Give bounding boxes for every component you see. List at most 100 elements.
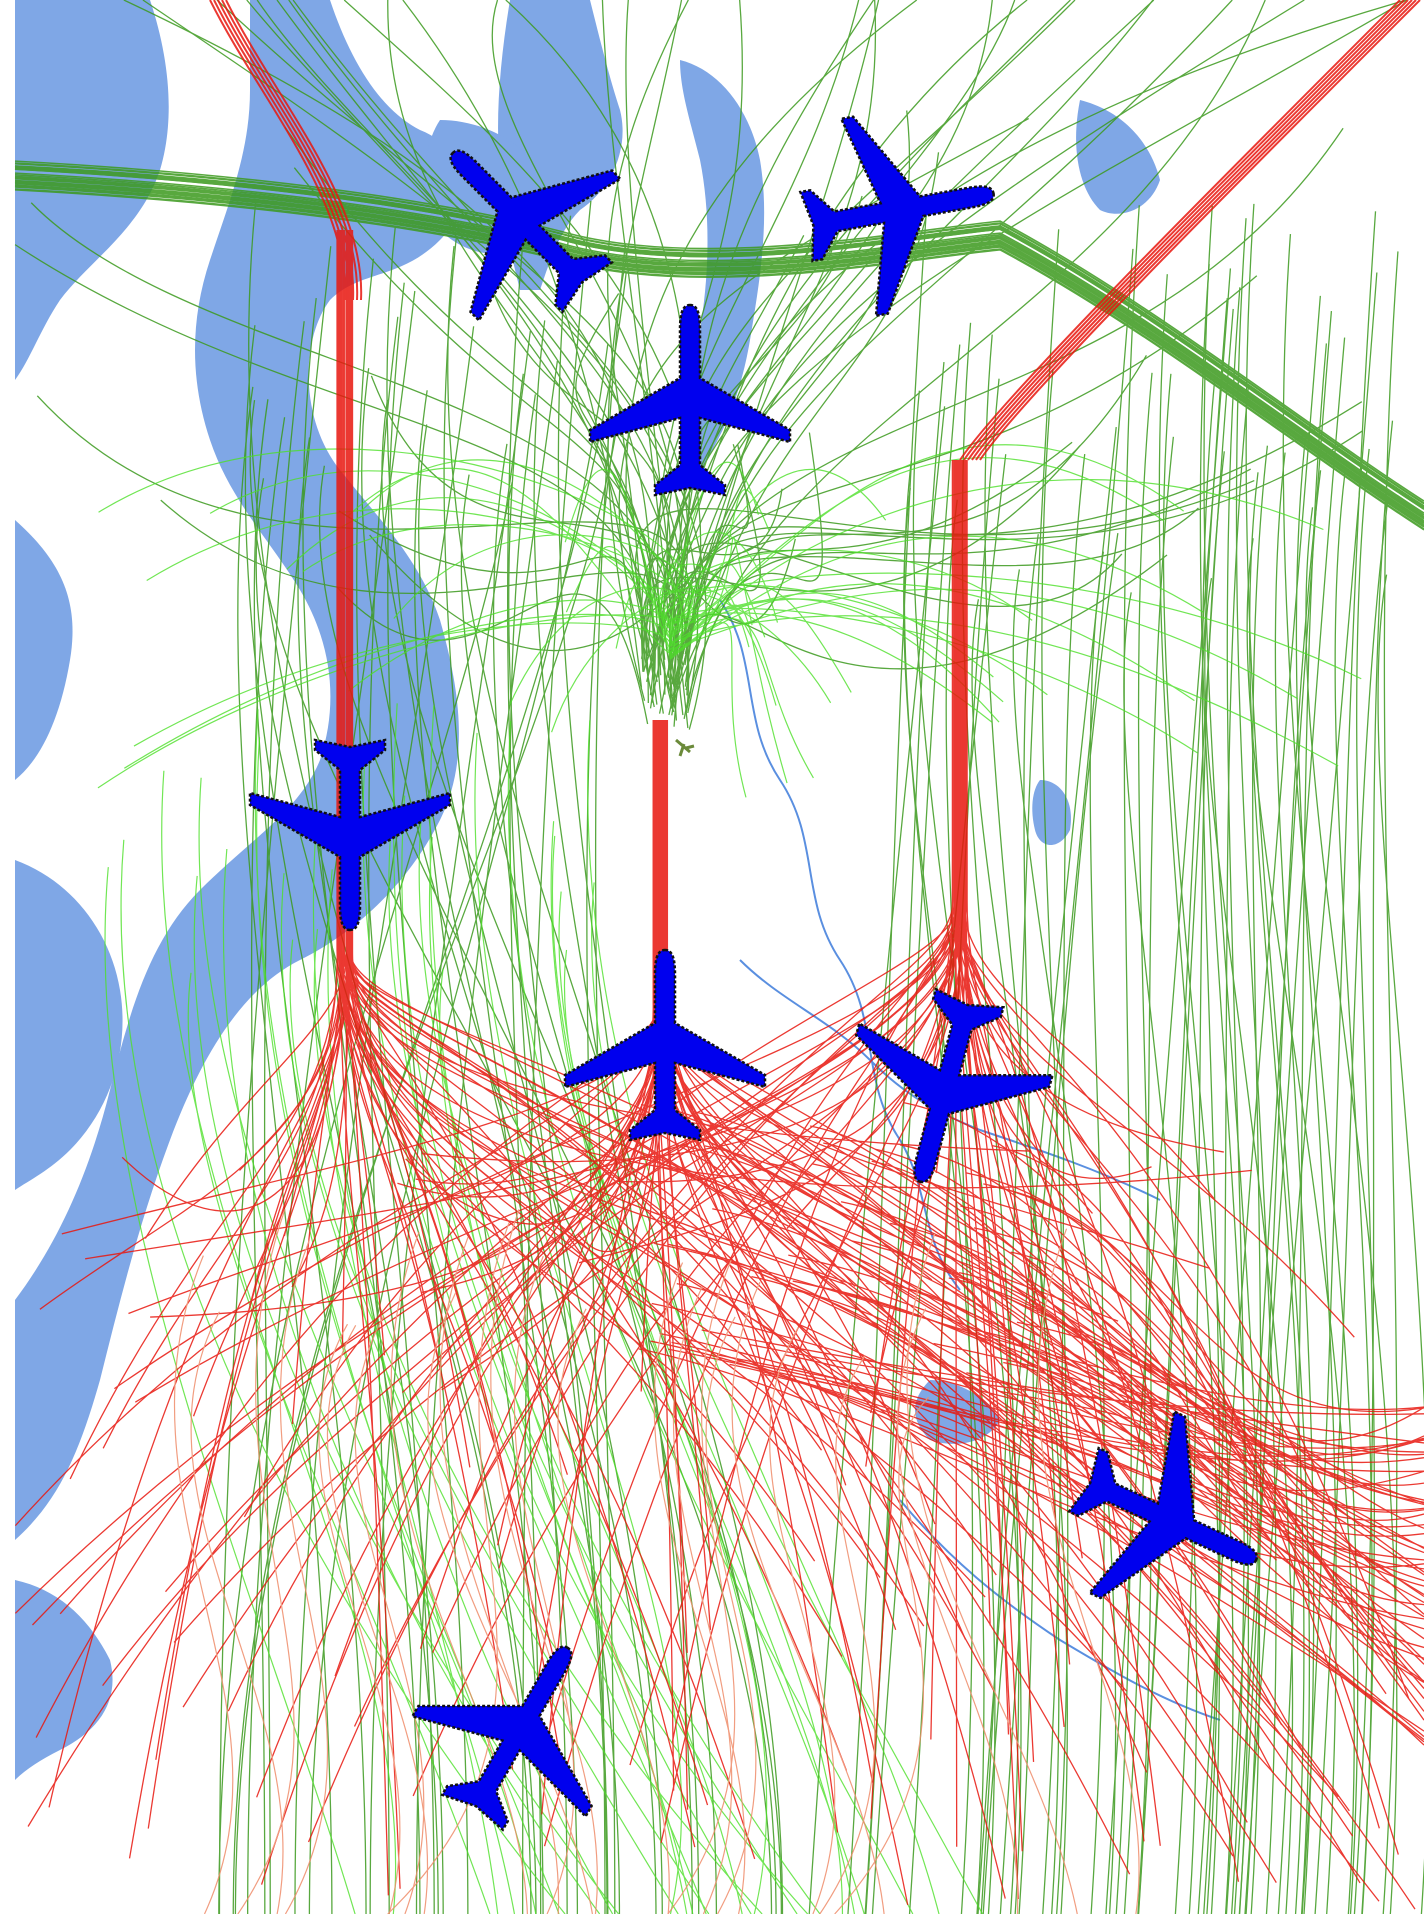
- flight-track: [991, 1144, 1424, 1682]
- flight-track: [666, 0, 1076, 653]
- flight-track: [1003, 1361, 1424, 1630]
- flight-track: [393, 534, 694, 626]
- flight-track: [307, 460, 954, 1843]
- flight-track: [971, 0, 1413, 461]
- flight-track: [693, 1111, 1424, 1598]
- flight-track: [217, 0, 355, 301]
- flight-track: [279, 1239, 328, 1914]
- flight-track: [123, 613, 671, 769]
- flight-track: [1123, 436, 1175, 1914]
- flight-track: [959, 0, 1401, 461]
- flight-track: [209, 0, 347, 301]
- flight-track: [660, 531, 779, 634]
- flight-track: [669, 583, 1195, 702]
- flight-track: [933, 1342, 1424, 1550]
- flight-track: [387, 282, 469, 1914]
- flight-track: [288, 0, 684, 716]
- flight-track: [254, 709, 516, 1914]
- flight-track: [418, 424, 663, 1914]
- flight-track: [792, 1280, 1424, 1453]
- flight-track: [638, 1348, 1424, 1620]
- flight-track: [276, 0, 649, 704]
- flight-track: [587, 720, 940, 1914]
- flight-track: [669, 444, 1184, 635]
- flight-track: [625, 0, 918, 683]
- flight-track: [142, 0, 699, 713]
- flight-track: [128, 230, 348, 1859]
- flight-track: [975, 0, 1417, 461]
- flight-track: [550, 821, 865, 1914]
- flight-track: [999, 533, 1119, 1914]
- flight-track: [1244, 272, 1378, 1914]
- flight-track: [390, 1231, 528, 1914]
- flight-track: [667, 1243, 1424, 1528]
- flight-track: [1245, 203, 1311, 1914]
- flight-track: [669, 457, 1165, 639]
- flight-track: [671, 1341, 1424, 1732]
- flight-track: [349, 230, 439, 1359]
- flight-track: [381, 399, 777, 1914]
- flight-track: [669, 536, 753, 656]
- flight-track: [427, 1292, 594, 1914]
- flight-track: [1012, 569, 1117, 1914]
- flight-track: [565, 546, 671, 622]
- flight-track: [690, 1249, 1424, 1738]
- water-body-west-arm: [15, 860, 123, 1190]
- flight-track: [14, 460, 957, 1614]
- airport-marker: [675, 738, 695, 757]
- flight-track: [1301, 211, 1377, 1914]
- flight-track: [672, 1286, 733, 1914]
- flight-track: [651, 1302, 1424, 1449]
- flight-track: [474, 732, 683, 1914]
- flight-track: [823, 1142, 1424, 1522]
- flight-track: [327, 869, 614, 1914]
- flight-track: [615, 578, 671, 650]
- flight-track: [557, 1308, 670, 1914]
- flight-track: [387, 1222, 510, 1914]
- flight-track: [421, 460, 958, 1163]
- flight-track: [751, 1276, 1424, 1741]
- flight-track: [834, 1396, 930, 1914]
- flight-track: [973, 1227, 1424, 1615]
- flight-track: [669, 562, 766, 639]
- river-south: [899, 1499, 1221, 1721]
- flight-track: [643, 127, 1344, 672]
- water-body-west-lower: [15, 520, 73, 780]
- flight-track: [1282, 233, 1359, 1914]
- flight-track: [173, 1255, 234, 1914]
- flight-track: [1248, 472, 1305, 1914]
- flight-track: [97, 614, 683, 789]
- water-body-northeast: [1076, 100, 1160, 214]
- flight-track: [1137, 298, 1228, 1914]
- flight-track: [173, 460, 966, 1643]
- flight-track: [31, 460, 963, 1626]
- flight-track: [676, 0, 1071, 716]
- flight-track: [677, 0, 1233, 676]
- flight-track: [280, 873, 679, 1914]
- flight-track: [237, 1208, 295, 1914]
- flight-track: [983, 1183, 1424, 1413]
- flight-track: [247, 290, 416, 1914]
- flight-track: [508, 373, 609, 1914]
- flight-track: [360, 459, 683, 637]
- flight-track: [346, 467, 671, 655]
- flight-track: [1238, 470, 1322, 1914]
- flight-track: [490, 1209, 598, 1914]
- flight-track: [218, 246, 332, 1914]
- flight-track: [875, 1148, 1424, 1456]
- flight-track: [1233, 337, 1346, 1914]
- flight-track: [302, 297, 421, 1914]
- flight-track: [544, 460, 959, 1744]
- flight-track: [871, 1160, 1424, 1442]
- flight-track: [286, 497, 672, 632]
- flight-track: [429, 705, 752, 1914]
- flight-track: [716, 1354, 1424, 1665]
- flight-track: [906, 1233, 1078, 1914]
- flight-track: [662, 572, 1362, 680]
- flight-track: [543, 460, 954, 1847]
- flight-track: [59, 460, 967, 1615]
- flight-track: [669, 588, 1298, 700]
- flight-track: [312, 814, 499, 1914]
- flight-track: [1226, 287, 1245, 1914]
